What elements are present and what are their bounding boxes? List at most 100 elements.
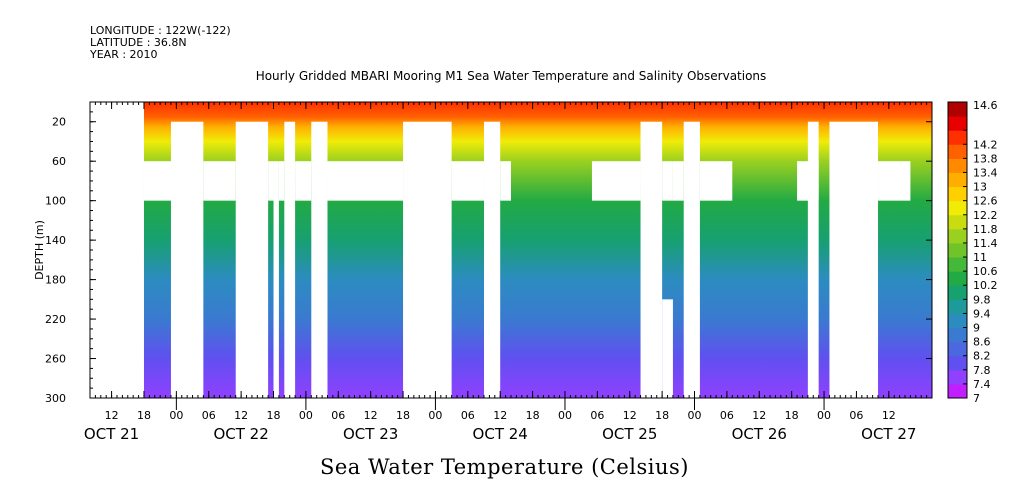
missing-data-block [278,161,285,201]
colorbar-label: 7 [973,392,980,405]
x-tick-label: 12 [882,409,896,422]
missing-data-block [484,121,501,398]
x-tick-label: 18 [137,409,151,422]
colorbar-swatch [948,130,967,145]
y-tick-label: 180 [45,274,66,287]
colorbar: 77.47.88.28.699.49.810.210.61111.411.812… [947,99,998,405]
x-tick-label: 18 [267,409,281,422]
missing-data-block [662,161,673,201]
axes: 20 60 100 140 180 220 260 300 12 18 00 06 12 18 00 06 12… [45,101,933,443]
colorbar-swatch [948,313,967,329]
missing-data-block [640,121,663,398]
colorbar-label: 7.4 [973,378,991,391]
x-tick-label: 00 [558,409,572,422]
colorbar-label: 13 [973,181,987,194]
latitude-label: LATITUDE : 36.8N [90,36,187,49]
missing-data-block [807,121,819,398]
x-tick-label: 18 [396,409,410,422]
longitude-label: LONGITUDE : 122W(-122) [90,24,231,37]
colorbar-swatch [948,299,967,314]
missing-data-block [591,161,641,201]
colorbar-label: 8.6 [973,336,991,349]
colorbar-label: 13.8 [973,152,998,165]
missing-data-block [143,161,177,201]
plot-area [90,102,932,398]
chart-title: Hourly Gridded MBARI Mooring M1 Sea Wate… [255,69,767,83]
x-day-label: OCT 21 [84,425,139,443]
x-tick-label: 18 [526,409,540,422]
missing-data-block [170,121,204,398]
x-tick-label: 06 [331,409,345,422]
missing-data-block [797,161,819,201]
x-tick-label: 18 [785,409,799,422]
missing-data-layer [90,102,911,398]
missing-data-block [662,299,673,398]
colorbar-swatch [948,102,967,117]
missing-data-block [699,161,733,201]
colorbar-swatch [948,369,967,385]
missing-data-block [878,161,911,201]
colorbar-swatch [948,200,967,216]
x-tick-label: 06 [720,409,734,422]
y-tick-label: 220 [45,313,66,326]
missing-data-block [403,121,452,398]
y-tick-label: 100 [45,195,66,208]
missing-data-block [203,161,236,201]
missing-data-block [327,161,404,201]
x-tick-label: 12 [623,409,637,422]
colorbar-swatch [948,172,967,188]
x-day-label: OCT 25 [602,425,657,443]
y-tick-label: 300 [45,392,66,405]
colorbar-swatch [948,383,967,399]
missing-data-block [295,161,312,201]
x-tick-label: 12 [234,409,248,422]
colorbar-label: 12.6 [973,195,998,208]
missing-data-block [235,121,269,398]
missing-data-block [672,161,684,201]
colorbar-swatch [948,242,967,258]
colorbar-frame [947,101,968,399]
colorbar-label: 13.4 [973,166,998,179]
colorbar-label: 10.6 [973,265,998,278]
x-day-label: OCT 26 [732,425,787,443]
missing-data-block [268,161,274,201]
colorbar-swatch [948,341,967,357]
colorbar-label: 12.2 [973,209,998,222]
missing-data-block [311,121,328,398]
x-day-label: OCT 27 [861,425,916,443]
colorbar-swatch [948,116,967,131]
missing-data-block [90,102,144,398]
colorbar-swatch [948,271,967,286]
colorbar-swatch [948,228,967,244]
missing-data-block [284,121,296,398]
x-day-label: OCT 23 [343,425,398,443]
colorbar-swatch [948,285,967,300]
x-tick-label: 06 [461,409,475,422]
colorbar-label: 11.8 [973,223,998,236]
y-axis-label: DEPTH (m) [33,220,46,280]
colorbar-swatch [948,158,967,173]
colorbar-label: 7.8 [973,364,991,377]
x-tick-label: 12 [493,409,507,422]
temperature-field [90,102,932,398]
x-tick-label: 00 [688,409,702,422]
colorbar-title: Sea Water Temperature (Celsius) [319,455,689,479]
missing-data-block [451,161,485,201]
x-day-label: OCT 22 [213,425,268,443]
colorbar-label: 9.8 [973,293,991,306]
y-tick-label: 140 [45,234,66,247]
x-tick-label: 00 [169,409,183,422]
colorbar-swatch [948,144,967,159]
colorbar-swatch [948,214,967,230]
colorbar-label: 9 [973,322,980,335]
year-label: YEAR : 2010 [90,48,158,61]
colorbar-label: 14.6 [973,99,998,112]
colorbar-label: 9.4 [973,307,991,320]
missing-data-block [273,161,279,398]
missing-data-block [683,121,700,398]
y-tick-label: 20 [52,116,66,129]
colorbar-swatch [948,257,967,272]
x-tick-label: 12 [752,409,766,422]
missing-data-block [500,161,511,201]
missing-data-block [829,121,879,398]
